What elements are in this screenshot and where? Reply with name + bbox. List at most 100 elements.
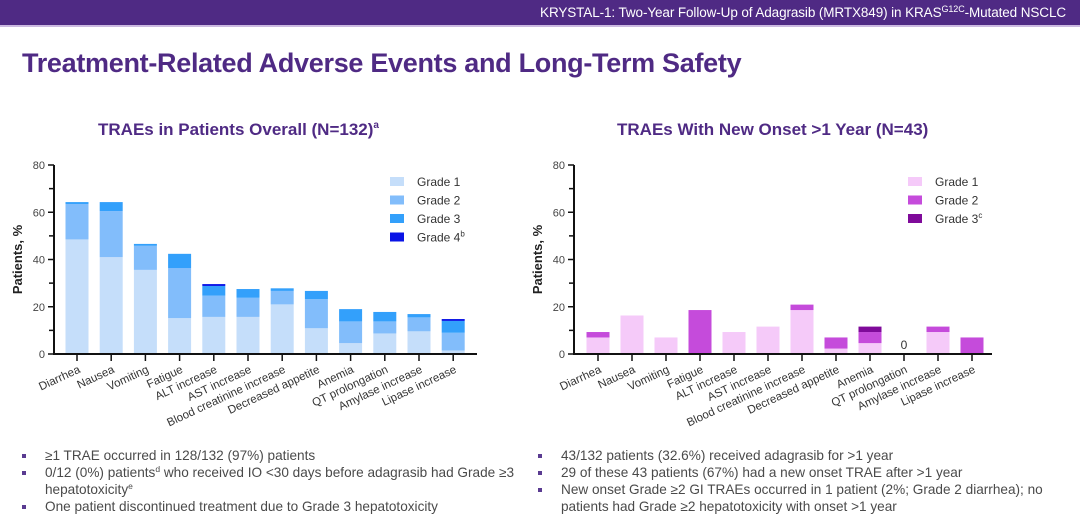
left-legend-label: Grade 1 (417, 175, 461, 189)
left-bullet-list: ≥1 TRAE occurred in 128/132 (97%) patien… (22, 447, 542, 515)
right-legend-swatch (908, 195, 922, 205)
bullet-item: 29 of these 43 patients (67%) had a new … (538, 464, 1068, 481)
right-bar-grade-1 (926, 332, 950, 354)
left-bar-grade-3 (407, 314, 431, 318)
left-bar-grade-1 (373, 333, 397, 354)
left-bar-grade-2 (202, 295, 226, 317)
left-x-tick-label: Diarrhea (37, 364, 83, 394)
footnote-marker: e (128, 481, 133, 491)
left-bar-grade-3 (99, 202, 123, 212)
left-bar-grade-1 (202, 316, 226, 354)
left-legend-label: Grade 4b (417, 230, 465, 245)
left-legend-swatch (390, 195, 404, 205)
right-bar-grade-2 (824, 337, 848, 349)
right-legend-superscript: c (978, 211, 982, 220)
bullet-text: One patient discontinued treatment due t… (45, 499, 438, 514)
right-bar-grade-2 (790, 304, 814, 311)
bullet-item: 0/12 (0%) patientsd who received IO <30 … (22, 464, 542, 498)
left-bar-grade-4 (441, 319, 465, 321)
right-y-tick-label: 0 (559, 349, 565, 361)
left-bar-grade-2 (373, 321, 397, 334)
left-legend-label: Grade 2 (417, 194, 461, 208)
right-y-tick-label: 80 (553, 160, 565, 172)
banner-suffix: -Mutated NSCLC (964, 5, 1066, 20)
left-bar-grade-3 (168, 253, 192, 269)
banner-superscript: G12C (941, 4, 965, 14)
left-bar-grade-3 (373, 311, 397, 322)
left-bar-grade-2 (168, 268, 192, 319)
left-y-tick-label: 40 (33, 255, 45, 267)
right-bar-grade-2 (926, 326, 950, 333)
right-bar-grade-2 (586, 332, 610, 338)
left-bar-grade-1 (270, 304, 294, 354)
left-bar-grade-3 (270, 288, 294, 291)
left-chart-title-text: TRAEs in Patients Overall (N=132) (98, 120, 374, 139)
right-bar-grade-3 (858, 326, 882, 333)
bullet-text: who received IO <30 days before adagrasi… (45, 465, 515, 497)
right-legend-label: Grade 3c (935, 211, 982, 226)
right-chart-title-text: TRAEs With New Onset >1 Year (N=43) (617, 120, 929, 139)
right-chart-title: TRAEs With New Onset >1 Year (N=43) (617, 120, 928, 140)
bullet-text: 29 of these 43 patients (67%) had a new … (561, 465, 963, 480)
left-bar-grade-2 (236, 297, 260, 317)
left-chart-title: TRAEs in Patients Overall (N=132)a (98, 120, 379, 140)
left-chart-title-superscript: a (373, 120, 379, 131)
bullet-text: ≥1 TRAE occurred in 128/132 (97%) patien… (45, 448, 316, 463)
left-bar-grade-1 (65, 239, 89, 354)
left-bar-grade-3 (133, 243, 157, 246)
left-bar-grade-2 (441, 332, 465, 351)
left-y-tick-label: 60 (33, 207, 45, 219)
bullet-item: One patient discontinued treatment due t… (22, 498, 542, 515)
left-bar-grade-1 (407, 331, 431, 354)
right-bar-grade-2 (688, 310, 712, 354)
left-bar-grade-3 (339, 309, 363, 322)
left-bar-grade-3 (441, 320, 465, 333)
left-legend-swatch (390, 177, 404, 186)
right-bar-grade-2 (960, 337, 984, 354)
left-bar-grade-2 (99, 211, 123, 258)
page-title: Treatment-Related Adverse Events and Lon… (22, 48, 742, 78)
left-y-tick-label: 80 (33, 160, 45, 172)
left-bar-grade-2 (270, 290, 294, 305)
left-legend-swatch (390, 232, 404, 242)
left-bar-grade-2 (407, 317, 431, 332)
left-bar-grade-1 (99, 257, 123, 354)
left-bar-grade-2 (304, 299, 328, 329)
left-bar-grade-2 (133, 245, 157, 270)
header-banner: KRYSTAL-1: Two-Year Follow-Up of Adagras… (0, 0, 1080, 27)
right-y-axis-label: Patients, % (530, 224, 545, 294)
left-bar-grade-1 (236, 316, 260, 354)
right-bar-grade-2 (858, 332, 882, 344)
left-bar-grade-3 (304, 290, 328, 300)
left-y-axis-label: Patients, % (10, 224, 25, 294)
right-bar-grade-1 (620, 315, 644, 354)
right-bar-grade-1 (586, 337, 610, 354)
right-y-tick-label: 20 (553, 302, 565, 314)
left-y-tick-label: 20 (33, 302, 45, 314)
bullet-text: 43/132 patients (32.6%) received adagras… (561, 448, 894, 463)
left-bar-grade-3 (202, 285, 226, 296)
right-legend-swatch (908, 214, 922, 223)
right-data-label: 0 (901, 338, 908, 352)
right-x-tick-label: Diarrhea (558, 364, 604, 394)
right-bullet-list: 43/132 patients (32.6%) received adagras… (538, 447, 1068, 515)
right-y-tick-label: 60 (553, 207, 565, 219)
left-y-tick-label: 0 (39, 349, 45, 361)
left-bar-grade-3 (65, 202, 89, 204)
right-bar-grade-1 (654, 337, 678, 354)
right-y-tick-label: 40 (553, 255, 565, 267)
right-bar-grade-1 (790, 310, 814, 354)
left-legend-superscript: b (460, 230, 465, 239)
left-bar-grade-1 (304, 328, 328, 354)
left-bar-grade-2 (339, 321, 363, 344)
banner-prefix: KRYSTAL-1: Two-Year Follow-Up of Adagras… (540, 5, 942, 20)
left-bar-grade-3 (236, 289, 260, 298)
bullet-text: 0/12 (0%) patients (45, 465, 156, 480)
bullet-item: 43/132 patients (32.6%) received adagras… (538, 447, 1068, 464)
left-bar-grade-1 (441, 350, 465, 354)
footnote-marker: d (155, 464, 161, 474)
right-legend-label: Grade 1 (935, 175, 979, 189)
